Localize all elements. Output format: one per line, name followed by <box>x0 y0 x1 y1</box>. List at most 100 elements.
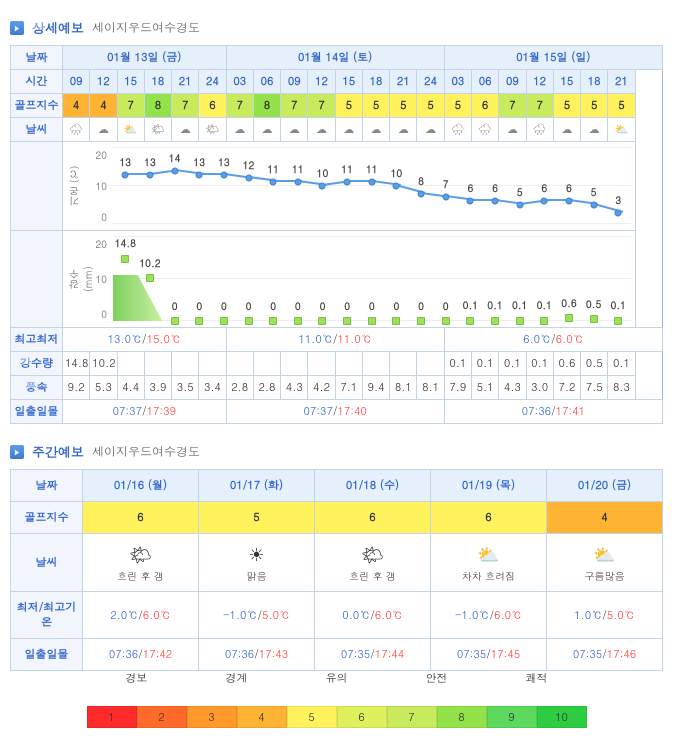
weather-icon: ⛅ <box>117 118 144 142</box>
wind-cell: 7.1 <box>335 376 362 400</box>
wind-cell: 9.4 <box>362 376 389 400</box>
label-time: 시간 <box>11 70 63 94</box>
label-weather: 날씨 <box>11 118 63 142</box>
legend-cell: 6 <box>337 706 387 728</box>
weekly-golf: 5 <box>199 502 315 534</box>
wind-cell: 8.3 <box>608 376 635 400</box>
wind-cell: 3.9 <box>144 376 171 400</box>
precip-cell: 0.1 <box>608 352 635 376</box>
label-sun: 일출일몰 <box>11 400 63 424</box>
golf-cell: 5 <box>335 94 362 118</box>
wind-cell: 3.0 <box>526 376 553 400</box>
wind-cell: 3.5 <box>172 376 199 400</box>
wind-cell: 7.9 <box>444 376 471 400</box>
wind-cell: 2.8 <box>253 376 280 400</box>
weather-icon: 🌧 <box>471 118 498 142</box>
wind-cell: 4.3 <box>281 376 308 400</box>
precip-cell: 10.2 <box>90 352 117 376</box>
weather-icon: ☁ <box>553 118 580 142</box>
wind-cell: 3.4 <box>199 376 226 400</box>
weather-icon: ☁ <box>281 118 308 142</box>
precip-cell <box>172 352 199 376</box>
precip-cell <box>308 352 335 376</box>
legend-cell: 4 <box>237 706 287 728</box>
precip-cell <box>226 352 253 376</box>
hilo-cell: 13.0℃/15.0℃ <box>63 328 227 352</box>
golf-cell: 5 <box>390 94 417 118</box>
wind-cell: 5.3 <box>90 376 117 400</box>
legend-cell: 3 <box>187 706 237 728</box>
date-header: 01월 15일 (일) <box>444 46 662 70</box>
wind-cell: 9.2 <box>63 376 90 400</box>
weekly-hilo: -1.0℃/5.0℃ <box>199 592 315 639</box>
weekly-date: 01/20 (금) <box>547 470 663 502</box>
hour-cell: 18 <box>362 70 389 94</box>
weather-icon: ☁ <box>362 118 389 142</box>
weekly-sun: 07:35/17:44 <box>315 639 431 671</box>
sun-cell: 07:37/17:40 <box>226 400 444 424</box>
hour-cell: 09 <box>499 70 526 94</box>
precip-cell: 0.6 <box>553 352 580 376</box>
legend-cat: 경계 <box>226 671 248 686</box>
weather-icon: ☁ <box>253 118 280 142</box>
hour-cell: 03 <box>444 70 471 94</box>
arrow-icon <box>10 445 24 459</box>
precip-cell: 14.8 <box>63 352 90 376</box>
weekly-hilo: -1.0℃/6.0℃ <box>431 592 547 639</box>
label-wind: 풍속 <box>11 376 63 400</box>
weather-icon: 🌧 <box>526 118 553 142</box>
date-header: 01월 13일 (금) <box>63 46 227 70</box>
precip-cell <box>390 352 417 376</box>
precip-cell <box>417 352 444 376</box>
weekly-golf: 6 <box>83 502 199 534</box>
label-date: 날짜 <box>11 46 63 70</box>
weather-icon: 🌧 <box>444 118 471 142</box>
precip-cell: 0.1 <box>499 352 526 376</box>
precip-cell <box>144 352 171 376</box>
golf-cell: 5 <box>417 94 444 118</box>
sun-cell: 07:37/17:39 <box>63 400 227 424</box>
hour-cell: 21 <box>390 70 417 94</box>
wind-cell: 2.8 <box>226 376 253 400</box>
legend-cell: 8 <box>437 706 487 728</box>
date-header: 01월 14일 (토) <box>226 46 444 70</box>
hour-cell: 12 <box>308 70 335 94</box>
label-golf: 골프지수 <box>11 94 63 118</box>
hour-cell: 12 <box>526 70 553 94</box>
precip-cell <box>253 352 280 376</box>
weather-icon: ☁ <box>417 118 444 142</box>
legend-cat: 경보 <box>126 671 148 686</box>
hour-cell: 24 <box>417 70 444 94</box>
weekly-sun: 07:35/17:46 <box>547 639 663 671</box>
weather-icon: ☁ <box>308 118 335 142</box>
weekly-weather: ☀맑음 <box>199 534 315 592</box>
golf-cell: 8 <box>144 94 171 118</box>
golf-cell: 5 <box>553 94 580 118</box>
hour-cell: 21 <box>608 70 635 94</box>
weekly-weather: ⛅구름많음 <box>547 534 663 592</box>
precip-cell: 0.1 <box>444 352 471 376</box>
label-precip: 강수량 <box>11 352 63 376</box>
hour-cell: 06 <box>471 70 498 94</box>
detail-title: 상세예보 <box>32 18 84 37</box>
weekly-weather: ⛅차차 흐려짐 <box>431 534 547 592</box>
detail-location: 세이지우드여수경도 <box>92 19 200 36</box>
hour-cell: 06 <box>253 70 280 94</box>
legend-categories: 경보경계유의안전쾌적 <box>87 671 587 686</box>
weekly-golf: 4 <box>547 502 663 534</box>
weekly-date: 01/18 (수) <box>315 470 431 502</box>
wind-cell: 8.1 <box>390 376 417 400</box>
hour-cell: 03 <box>226 70 253 94</box>
golf-cell: 5 <box>444 94 471 118</box>
golf-cell: 7 <box>117 94 144 118</box>
hour-cell: 09 <box>281 70 308 94</box>
weekly-location: 세이지우드여수경도 <box>92 443 200 460</box>
legend-cat: 유의 <box>326 671 348 686</box>
legend-cell: 2 <box>137 706 187 728</box>
precip-cell <box>117 352 144 376</box>
golf-cell: 8 <box>253 94 280 118</box>
weather-icon: ☁ <box>335 118 362 142</box>
weather-icon: ⛅ <box>608 118 635 142</box>
golf-cell: 5 <box>608 94 635 118</box>
hour-cell: 15 <box>117 70 144 94</box>
